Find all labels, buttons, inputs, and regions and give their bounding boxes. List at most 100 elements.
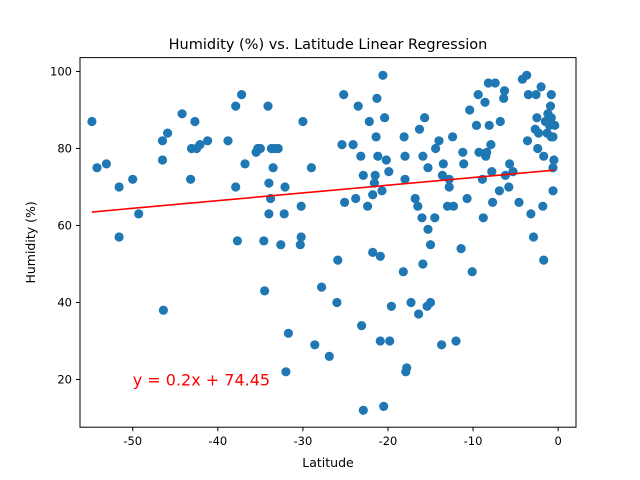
data-point [528, 232, 539, 242]
data-point [296, 232, 306, 242]
regression-line-layer [91, 169, 554, 213]
data-point [473, 90, 483, 100]
data-point [337, 140, 347, 150]
data-point [434, 136, 444, 146]
data-point [410, 193, 420, 204]
data-point [531, 90, 541, 100]
data-point [317, 282, 327, 292]
data-point [186, 174, 196, 184]
data-point [371, 132, 381, 142]
data-point [363, 201, 373, 211]
data-point [306, 163, 316, 173]
x-tick-label: 0 [554, 434, 561, 448]
data-point [223, 136, 233, 146]
x-tick-label: -30 [294, 434, 313, 448]
data-point [423, 163, 433, 173]
y-axis-label: Humidity (%) [23, 201, 38, 283]
data-point [398, 267, 408, 277]
data-point [373, 151, 383, 161]
y-axis-ticks: 20 40 60 80 100 [50, 64, 80, 386]
data-point [240, 159, 250, 169]
data-point [340, 197, 350, 207]
data-point [539, 255, 549, 265]
data-point [255, 143, 265, 154]
y-tick-label: 40 [57, 295, 72, 309]
data-point [545, 101, 556, 111]
data-point [368, 190, 378, 200]
x-tick-label: -50 [123, 434, 142, 448]
data-point [459, 159, 469, 169]
data-point [399, 132, 409, 142]
data-point [458, 147, 468, 157]
data-point [370, 170, 380, 180]
data-point [480, 97, 490, 107]
data-point [549, 155, 559, 165]
data-point [488, 197, 498, 207]
data-point [283, 328, 293, 338]
x-axis-ticks: -50 -40 -30 -20 -10 0 [123, 427, 562, 448]
data-point [402, 363, 412, 373]
data-point [430, 213, 440, 223]
data-point [190, 116, 200, 127]
data-point [158, 305, 168, 315]
x-axis-label: Latitude [302, 455, 354, 470]
regression-line [91, 169, 554, 213]
data-point [375, 336, 385, 346]
data-point [420, 113, 430, 123]
data-point [499, 86, 510, 96]
data-point [353, 101, 363, 111]
data-point [400, 151, 410, 161]
data-point [281, 367, 291, 377]
data-point [157, 136, 168, 146]
data-point [400, 174, 410, 184]
data-point [414, 309, 424, 319]
data-point [546, 90, 556, 100]
chart-title: Humidity (%) vs. Latitude Linear Regress… [169, 37, 488, 53]
data-point [425, 297, 436, 308]
data-point [487, 167, 497, 177]
data-point [514, 197, 524, 207]
data-point [385, 336, 395, 346]
data-point [478, 213, 488, 223]
data-point [101, 159, 111, 169]
data-point [310, 340, 320, 350]
data-point [379, 401, 389, 411]
data-point [348, 140, 358, 150]
points-layer [87, 70, 560, 415]
data-point [114, 232, 124, 242]
x-tick-label: -10 [464, 434, 483, 448]
data-point [268, 163, 278, 173]
data-point [444, 182, 454, 192]
data-point [231, 101, 241, 111]
data-point [237, 90, 247, 100]
data-point [369, 178, 379, 188]
data-point [448, 201, 459, 211]
data-point [273, 143, 283, 154]
y-tick-label: 100 [50, 64, 72, 78]
data-point [448, 132, 458, 142]
data-point [87, 116, 97, 127]
data-point [423, 224, 433, 234]
data-point [380, 113, 390, 123]
x-tick-label: -20 [379, 434, 398, 448]
data-point [232, 236, 242, 246]
data-point [438, 159, 448, 169]
data-point [467, 267, 477, 277]
data-point [177, 109, 187, 119]
data-point [499, 93, 509, 103]
data-point [462, 193, 472, 204]
data-point [372, 93, 382, 103]
data-point [324, 351, 334, 361]
data-point [495, 116, 505, 127]
data-point [381, 155, 391, 165]
data-point [332, 297, 342, 308]
data-point [351, 193, 361, 204]
data-point [203, 136, 213, 146]
data-point [279, 209, 289, 219]
data-point [364, 116, 374, 127]
data-point [482, 147, 492, 157]
data-point [471, 120, 482, 130]
data-point [536, 82, 546, 92]
data-point [384, 167, 394, 177]
data-point [534, 128, 544, 138]
